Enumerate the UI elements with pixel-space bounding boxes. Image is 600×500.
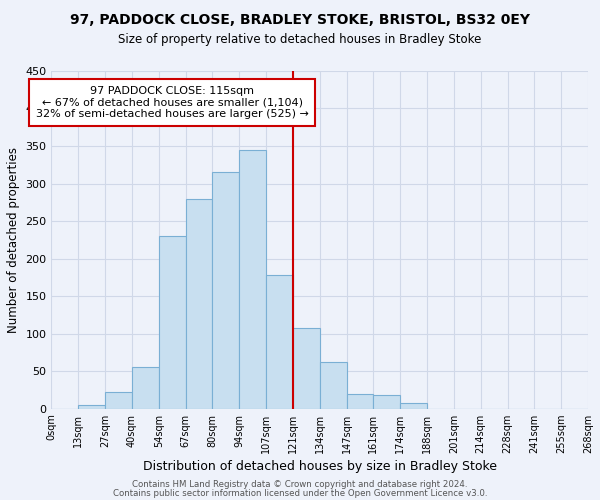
Bar [212, 172, 239, 409]
Text: Size of property relative to detached houses in Bradley Stoke: Size of property relative to detached ho… [118, 32, 482, 46]
Bar [347, 394, 373, 409]
Text: Contains public sector information licensed under the Open Government Licence v3: Contains public sector information licen… [113, 488, 487, 498]
Bar [266, 275, 293, 409]
Bar [400, 402, 427, 409]
Y-axis label: Number of detached properties: Number of detached properties [7, 147, 20, 333]
X-axis label: Distribution of detached houses by size in Bradley Stoke: Distribution of detached houses by size … [143, 460, 497, 473]
Text: 97 PADDOCK CLOSE: 115sqm
← 67% of detached houses are smaller (1,104)
32% of sem: 97 PADDOCK CLOSE: 115sqm ← 67% of detach… [36, 86, 308, 119]
Bar [105, 392, 132, 409]
Bar [320, 362, 347, 409]
Text: Contains HM Land Registry data © Crown copyright and database right 2024.: Contains HM Land Registry data © Crown c… [132, 480, 468, 489]
Bar [185, 198, 212, 409]
Bar [373, 395, 400, 409]
Text: 97, PADDOCK CLOSE, BRADLEY STOKE, BRISTOL, BS32 0EY: 97, PADDOCK CLOSE, BRADLEY STOKE, BRISTO… [70, 12, 530, 26]
Bar [79, 405, 105, 409]
Bar [239, 150, 266, 409]
Bar [159, 236, 185, 409]
Bar [293, 328, 320, 409]
Bar [132, 368, 159, 409]
